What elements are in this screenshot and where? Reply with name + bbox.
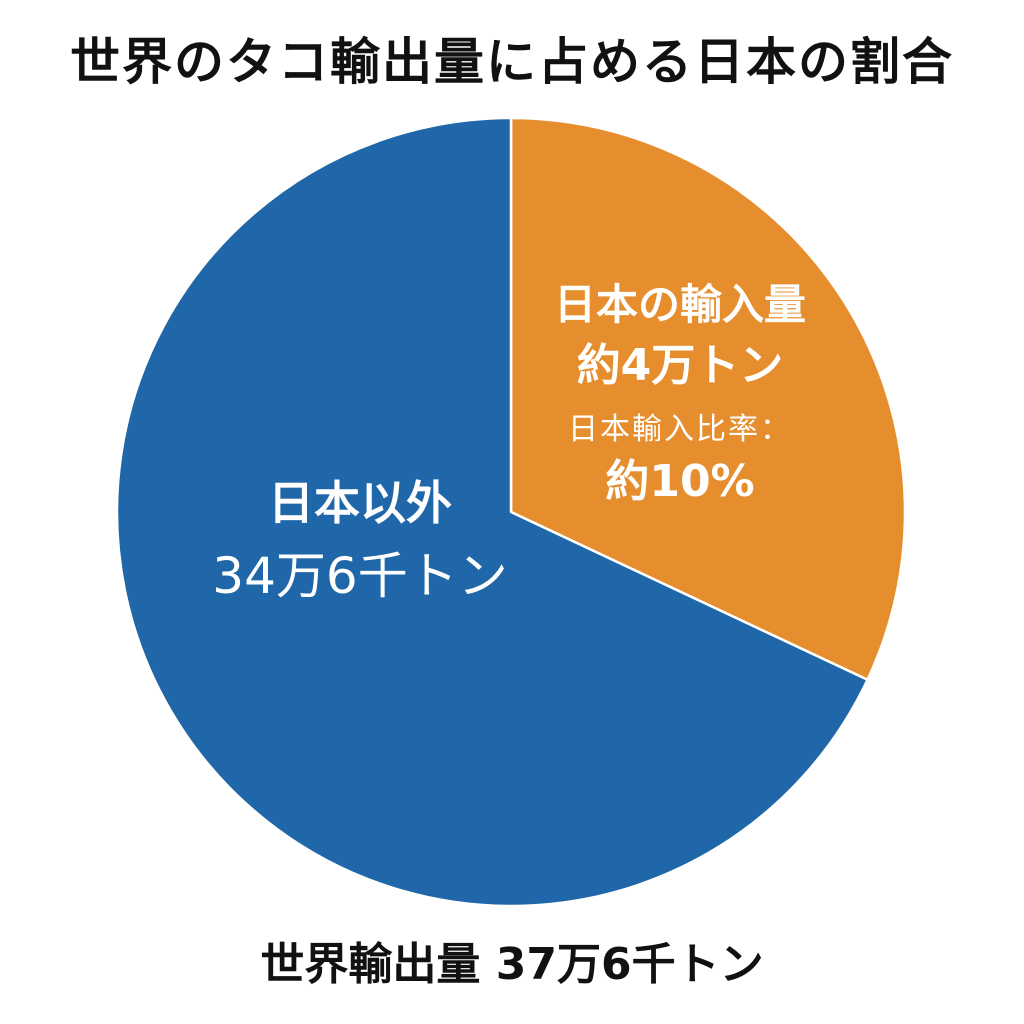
japan-slice-label: 日本の輸入量 約4万トン 日本輸入比率： 約10% <box>510 276 850 512</box>
pie-slice-other <box>115 116 869 908</box>
other-value: 34万6千トン <box>212 547 508 605</box>
japan-ratio-label: 日本輸入比率： <box>568 412 792 447</box>
other-slice-label: 日本以外 34万6千トン <box>150 470 570 616</box>
japan-import-label: 日本の輸入量 <box>553 280 806 329</box>
other-label: 日本以外 <box>268 476 452 530</box>
chart-title: 世界のタコ輸出量に占める日本の割合 <box>70 33 954 91</box>
japan-import-value: 約4万トン <box>576 340 784 391</box>
world-export-total: 世界輸出量 37万6千トン <box>260 939 764 990</box>
japan-ratio-value: 約10% <box>605 456 755 507</box>
pie-slice-japan <box>509 116 907 682</box>
